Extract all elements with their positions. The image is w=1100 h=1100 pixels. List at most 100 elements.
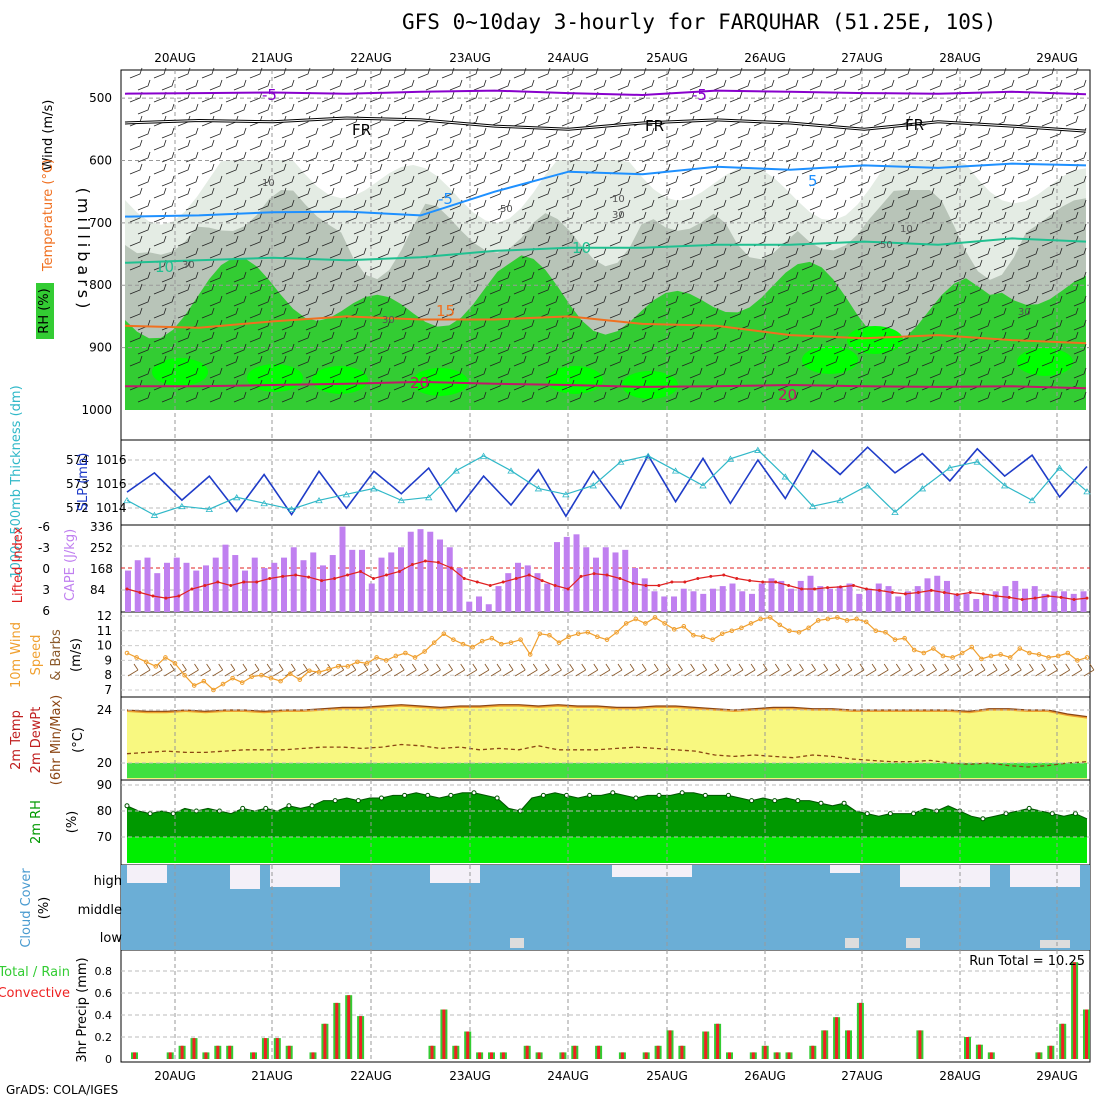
wind-barb xyxy=(449,343,463,355)
li-ytick: 3 xyxy=(42,583,50,597)
wind10-barb xyxy=(454,663,466,677)
lifted-index-marker xyxy=(864,587,868,591)
lifted-index-marker xyxy=(488,584,492,587)
wind-barb xyxy=(849,259,863,271)
cloud-gap xyxy=(430,865,480,883)
wind-barb xyxy=(905,151,919,163)
wind-barb xyxy=(281,199,295,211)
wind10-barb xyxy=(756,663,768,677)
wind-barb xyxy=(809,199,823,211)
wind10-marker xyxy=(374,655,379,660)
wind10-marker xyxy=(307,668,312,674)
wind-barb xyxy=(761,271,775,283)
wind-barb xyxy=(497,175,511,187)
wind-barb xyxy=(585,331,599,343)
wind10-marker xyxy=(326,666,331,672)
wind10-unit-label: (m/s) xyxy=(69,638,84,672)
cape-bar xyxy=(437,539,443,612)
wind-barb xyxy=(185,79,199,91)
wind-barb xyxy=(641,343,655,355)
precip-convective-bar xyxy=(668,1030,672,1059)
wind-barb xyxy=(689,343,703,355)
wind-barb xyxy=(569,367,583,379)
wind-barb xyxy=(809,295,823,307)
wind-barb xyxy=(761,127,775,139)
wind-barb xyxy=(345,187,359,199)
wind-barb xyxy=(857,223,871,235)
wind-barb xyxy=(849,283,863,295)
wind-barb xyxy=(713,199,727,211)
lifted-index-marker xyxy=(423,559,427,563)
wind-barb xyxy=(1025,343,1039,355)
wind-barb xyxy=(297,379,311,391)
wind-barb xyxy=(249,163,263,175)
wind10-marker xyxy=(863,619,869,625)
wind-barb xyxy=(369,283,383,295)
wind-barb xyxy=(953,103,967,115)
wind-barb xyxy=(233,79,247,91)
wind-barb xyxy=(1025,367,1039,379)
wind-barb xyxy=(209,271,223,283)
wind-barb xyxy=(473,223,487,235)
precip-convective-bar xyxy=(454,1045,458,1059)
wind-barb xyxy=(617,175,631,187)
thickness-marker xyxy=(1083,488,1091,495)
wind-barb xyxy=(737,127,751,139)
thickness-line xyxy=(126,449,1088,516)
rh2-ytick: 80 xyxy=(97,804,112,818)
wind-barb xyxy=(1049,199,1063,211)
wind-barb xyxy=(1041,307,1055,319)
wind-barb xyxy=(569,127,583,139)
wind10-barb xyxy=(732,663,744,677)
rh2-marker xyxy=(425,792,431,798)
precip-convective-bar xyxy=(430,1045,434,1059)
wind-barb xyxy=(929,247,943,259)
ua-ytick: 700 xyxy=(89,216,112,230)
rh-contour-label: 10 xyxy=(612,194,625,205)
temp-label: (°C) xyxy=(71,727,86,753)
wind-barb xyxy=(809,151,823,163)
precip-convective-bar xyxy=(204,1052,208,1059)
wind-barb xyxy=(393,355,407,367)
wind-barb xyxy=(249,91,263,103)
wind-barb xyxy=(761,247,775,259)
wind10-barb xyxy=(890,663,901,677)
wind-barb xyxy=(785,391,799,403)
wind-barb xyxy=(881,367,895,379)
wind-barb xyxy=(473,175,487,187)
wind10-marker xyxy=(585,629,591,635)
wind-barb xyxy=(441,283,455,295)
wind-barb xyxy=(1065,259,1079,271)
wind-barb xyxy=(777,283,791,295)
wind-barb xyxy=(345,259,359,271)
wind-barb xyxy=(353,295,367,307)
wind-barb xyxy=(377,223,391,235)
wind-barb xyxy=(153,331,167,343)
cape-bar xyxy=(349,549,356,612)
wind-barb xyxy=(305,127,319,139)
lifted-index-marker xyxy=(670,580,674,584)
wind10-marker xyxy=(249,674,255,679)
lifted-index-marker xyxy=(605,573,609,577)
cape-bar xyxy=(719,586,726,612)
cloud-gap xyxy=(230,865,260,889)
wind-barb xyxy=(465,235,479,247)
wind-barb xyxy=(233,343,247,355)
wind-barb xyxy=(641,175,655,187)
wind10-barb xyxy=(684,663,695,677)
wind-barb xyxy=(449,367,463,379)
wind-barb xyxy=(441,187,455,199)
thickness-marker xyxy=(946,464,954,471)
wind-barb xyxy=(545,151,559,163)
date-label-bottom: 25AUG xyxy=(646,1069,688,1083)
rh2-marker xyxy=(818,800,824,806)
wind-barb xyxy=(689,175,703,187)
wind-barb xyxy=(297,187,311,199)
thickness-marker xyxy=(1001,482,1009,489)
wind-barb xyxy=(177,67,191,79)
isotherm-line xyxy=(124,89,1087,97)
wind-barb xyxy=(897,67,911,79)
wind-barb xyxy=(1025,79,1039,91)
date-label-top: 20AUG xyxy=(154,51,196,65)
wind-barb xyxy=(1073,319,1087,331)
